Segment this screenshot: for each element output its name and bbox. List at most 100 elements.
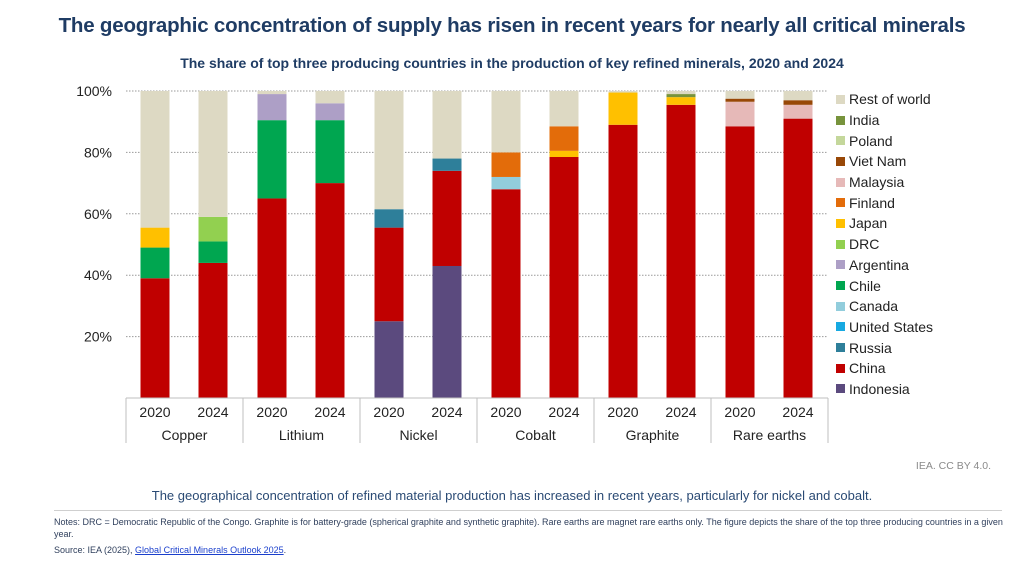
group-label: Rare earths	[733, 427, 806, 443]
legend-label: Japan	[849, 215, 888, 232]
legend-label: China	[849, 360, 886, 377]
legend-swatch	[836, 239, 845, 249]
legend-swatch	[836, 94, 845, 104]
legend-swatch	[836, 115, 845, 125]
source-suffix: .	[283, 545, 287, 555]
notes-text: Notes: DRC = Democratic Republic of the …	[54, 517, 1003, 539]
bar-segment-indonesia	[432, 265, 462, 398]
legend-swatch	[836, 156, 845, 166]
x-tick-label: 2024	[782, 404, 813, 420]
bar-segment-rest-of-world	[491, 91, 521, 153]
y-tick-label: 20%	[84, 329, 112, 345]
bar-segment-china	[374, 227, 404, 322]
bar-segment-viet-nam	[783, 100, 813, 105]
chart-title: The geographic concentration of supply h…	[58, 14, 966, 37]
bar-segment-finland	[491, 152, 521, 177]
legend-label: United States	[849, 318, 934, 335]
bar-segment-viet-nam	[725, 98, 755, 102]
bar-segment-chile	[140, 247, 170, 279]
x-tick-label: 2024	[665, 404, 696, 420]
x-tick-label: 2024	[431, 404, 462, 420]
group-label: Graphite	[626, 427, 680, 443]
bar-segment-indonesia	[374, 321, 404, 398]
bar-segment-china	[257, 198, 287, 398]
legend-swatch	[836, 363, 845, 373]
legend-label: Russia	[849, 339, 892, 356]
legend-swatch	[836, 301, 845, 311]
legend-item: Malaysia	[836, 172, 933, 193]
bar-segment-china	[783, 118, 813, 398]
bar-segment-rest-of-world	[608, 91, 638, 93]
bar-segment-russia	[374, 209, 404, 228]
legend-item: Finland	[836, 192, 933, 213]
source-link[interactable]: Global Critical Minerals Outlook 2025	[135, 545, 284, 555]
source-prefix: Source: IEA (2025),	[54, 545, 136, 555]
bar-segment-rest-of-world	[315, 91, 345, 104]
legend-swatch	[836, 136, 845, 146]
bar-segment-argentina	[257, 94, 287, 121]
legend-item: Argentina	[836, 255, 933, 276]
legend-item: China	[836, 358, 933, 379]
bar-segment-japan	[140, 227, 170, 248]
group-label: Copper	[162, 427, 208, 443]
bar-segment-canada	[491, 176, 521, 190]
legend-item: India	[836, 110, 933, 131]
legend-label: Argentina	[849, 256, 909, 273]
bar-segment-russia	[432, 158, 462, 171]
bar-segment-rest-of-world	[198, 91, 228, 217]
bar-segment-rest-of-world	[666, 91, 696, 95]
bar-segment-rest-of-world	[432, 91, 462, 159]
group-label: Nickel	[399, 427, 437, 443]
legend-item: DRC	[836, 234, 933, 255]
bar-segment-china	[491, 189, 521, 398]
chart-legend: Rest of world India Poland Viet Nam Malaysia…	[836, 89, 933, 399]
x-tick-label: 2024	[314, 404, 345, 420]
bar-segment-china	[666, 104, 696, 398]
bar-segment-china	[140, 278, 170, 398]
legend-swatch	[836, 260, 845, 270]
legend-item: Japan	[836, 213, 933, 234]
legend-label: Finland	[849, 194, 895, 211]
x-tick-label: 2020	[139, 404, 170, 420]
y-tick-label: 80%	[84, 144, 112, 160]
stacked-bar-chart: 20% 40% 60% 80% 100% 2020 2024 2020 2024 2020 2024…	[76, 83, 829, 443]
bar-segment-japan	[608, 92, 638, 125]
legend-item: Rest of world	[836, 89, 933, 110]
legend-label: India	[849, 112, 880, 129]
legend-swatch	[836, 281, 845, 291]
bar-segment-malaysia	[783, 104, 813, 119]
x-tick-label: 2020	[256, 404, 287, 420]
group-label: Lithium	[279, 427, 324, 443]
chart-subtitle: The share of top three producing countri…	[180, 55, 844, 71]
bar-segment-rest-of-world	[725, 91, 755, 99]
bar-segment-rest-of-world	[374, 91, 404, 210]
bar-segment-malaysia	[725, 101, 755, 127]
bar-segment-rest-of-world	[783, 91, 813, 101]
source-line: Source: IEA (2025), Global Critical Mine…	[54, 545, 286, 555]
legend-item: United States	[836, 317, 933, 338]
legend-item: Viet Nam	[836, 151, 933, 172]
x-tick-label: 2020	[490, 404, 521, 420]
legend-swatch	[836, 322, 845, 332]
divider	[54, 510, 1002, 511]
y-tick-label: 60%	[84, 206, 112, 222]
y-tick-label: 100%	[76, 83, 112, 99]
bar-segment-rest-of-world	[549, 91, 579, 127]
x-tick-label: 2020	[373, 404, 404, 420]
legend-label: Malaysia	[849, 174, 905, 191]
legend-swatch	[836, 177, 845, 187]
bar-segment-finland	[549, 126, 579, 151]
x-tick-label: 2020	[607, 404, 638, 420]
bar-segment-japan	[549, 150, 579, 158]
legend-swatch	[836, 384, 845, 394]
bar-segment-rest-of-world	[257, 91, 287, 95]
legend-label: Viet Nam	[849, 153, 907, 170]
bar-segment-rest-of-world	[140, 91, 170, 228]
legend-item: Poland	[836, 130, 933, 151]
legend-item: Russia	[836, 337, 933, 358]
legend-label: Chile	[849, 277, 881, 294]
legend-swatch	[836, 218, 845, 228]
legend-label: Rest of world	[849, 91, 931, 108]
legend-label: Poland	[849, 132, 893, 149]
bar-segment-china	[608, 124, 638, 399]
